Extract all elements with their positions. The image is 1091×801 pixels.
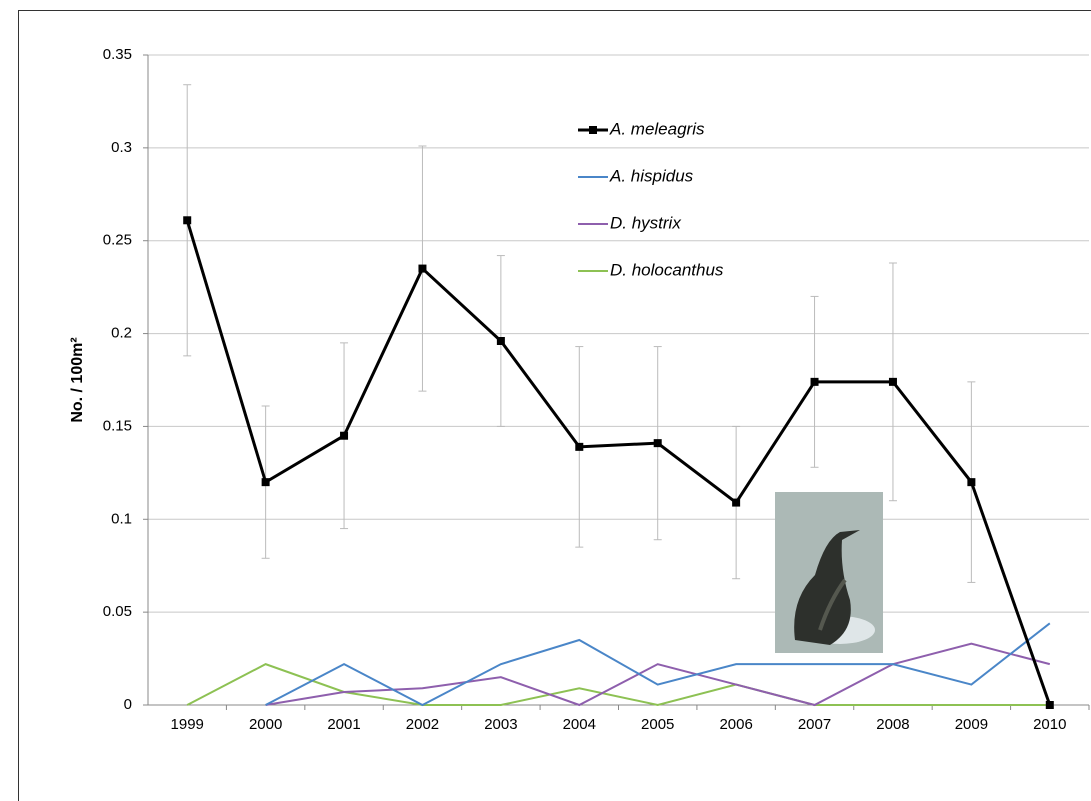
chart-frame [18,10,1091,801]
legend-label: D. holocanthus [610,260,724,279]
series-line [185,219,1052,706]
y-tick-label: 0.3 [111,139,132,156]
x-tick-label: 2008 [876,716,909,733]
x-tick-label: 2003 [484,716,517,733]
x-tick-label: 2001 [327,716,360,733]
legend-label: A. meleagris [609,119,705,138]
y-tick-label: 0.05 [103,603,132,620]
x-tick-label: 2010 [1033,716,1066,733]
y-tick-label: 0.1 [111,510,132,527]
series-line [265,622,1051,707]
point-marker [575,442,584,451]
y-tick-label: 0.35 [103,46,132,63]
legend-label: A. hispidus [609,166,694,185]
x-tick-label: 2000 [249,716,282,733]
y-tick-label: 0 [124,696,132,713]
point-marker [496,337,505,345]
y-tick-label: 0.15 [103,417,132,434]
point-marker [340,431,349,440]
x-tick-label: 2007 [798,716,831,733]
point-marker [888,377,897,386]
point-marker [732,498,741,507]
x-tick-label: 2002 [406,716,439,733]
point-marker [183,216,192,225]
y-tick-label: 0.2 [111,325,132,342]
point-marker [653,439,662,448]
point-marker [261,478,270,487]
x-tick-label: 2005 [641,716,674,733]
series-line [265,642,1051,707]
point-marker [967,478,976,487]
legend-marker [589,126,597,134]
point-marker [418,264,427,273]
x-tick-label: 1999 [171,716,204,733]
legend-label: D. hystrix [610,213,681,232]
x-tick-label: 2009 [955,716,988,733]
point-marker [1045,701,1054,709]
point-marker [810,377,819,386]
fish-photo [775,492,883,653]
x-tick-label: 2004 [563,716,596,733]
y-axis-label: No. / 100m² [69,337,86,422]
y-tick-label: 0.25 [103,232,132,249]
x-tick-label: 2006 [719,716,752,733]
series-line [186,663,1050,707]
